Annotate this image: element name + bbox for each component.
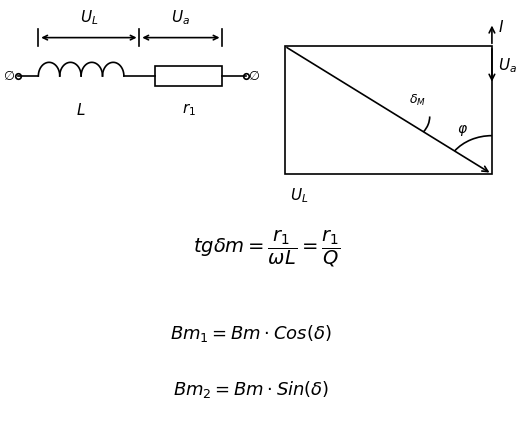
Text: $I$: $I$ [498,19,504,35]
Text: $\varnothing$: $\varnothing$ [248,69,260,83]
Text: $\delta_M$: $\delta_M$ [409,93,426,108]
Bar [285,46,492,174]
Text: $U_L$: $U_L$ [80,8,98,27]
Text: $r_1$: $r_1$ [182,102,196,118]
Text: $tg\delta m = \dfrac{r_1}{\omega L} = \dfrac{r_1}{Q}$: $tg\delta m = \dfrac{r_1}{\omega L} = \d… [192,228,340,269]
Text: $Bm_2 = Bm \cdot Sin(\delta)$: $Bm_2 = Bm \cdot Sin(\delta)$ [173,379,329,400]
Text: $\varphi$: $\varphi$ [457,123,469,138]
Text: $U_a$: $U_a$ [171,8,190,27]
Text: $U_a$: $U_a$ [498,56,517,75]
Text: $\varnothing$: $\varnothing$ [3,69,15,83]
Bar [155,66,222,85]
Text: $U_L$: $U_L$ [290,187,308,205]
Text: $Bm_1 = Bm \cdot Cos(\delta)$: $Bm_1 = Bm \cdot Cos(\delta)$ [170,323,331,344]
Text: $L$: $L$ [76,102,86,118]
